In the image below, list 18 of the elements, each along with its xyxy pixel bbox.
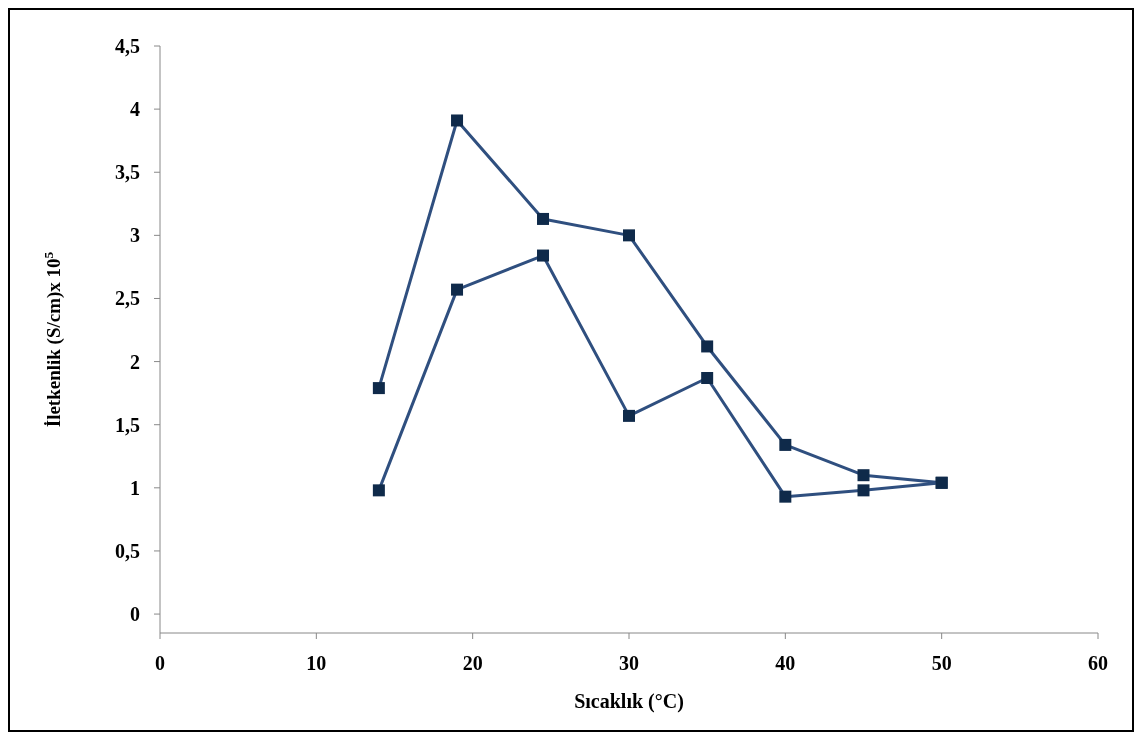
y-tick-label: 4,5 [115, 35, 140, 57]
y-tick-label: 3,5 [115, 161, 140, 184]
y-tick-label: 1 [130, 476, 140, 499]
x-tick-label: 30 [619, 652, 639, 674]
x-tick-label: 40 [775, 652, 796, 674]
y-tick-label: 0,5 [115, 539, 140, 562]
x-tick-label: 0 [155, 652, 165, 674]
y-tick-label: 1,5 [115, 413, 140, 436]
y-tick-label: 0 [130, 603, 140, 626]
y-tick-label: 2 [130, 350, 140, 373]
x-tick-label: 60 [1088, 652, 1108, 674]
y-tick-label: 2,5 [115, 287, 140, 310]
x-tick-label: 50 [931, 652, 952, 674]
x-tick-label: 20 [462, 652, 483, 674]
x-tick-label: 10 [306, 652, 327, 674]
x-axis-title: Sıcaklık (°C) [574, 690, 684, 713]
y-tick-label: 4 [130, 98, 140, 121]
y-tick-label: 3 [130, 224, 140, 247]
